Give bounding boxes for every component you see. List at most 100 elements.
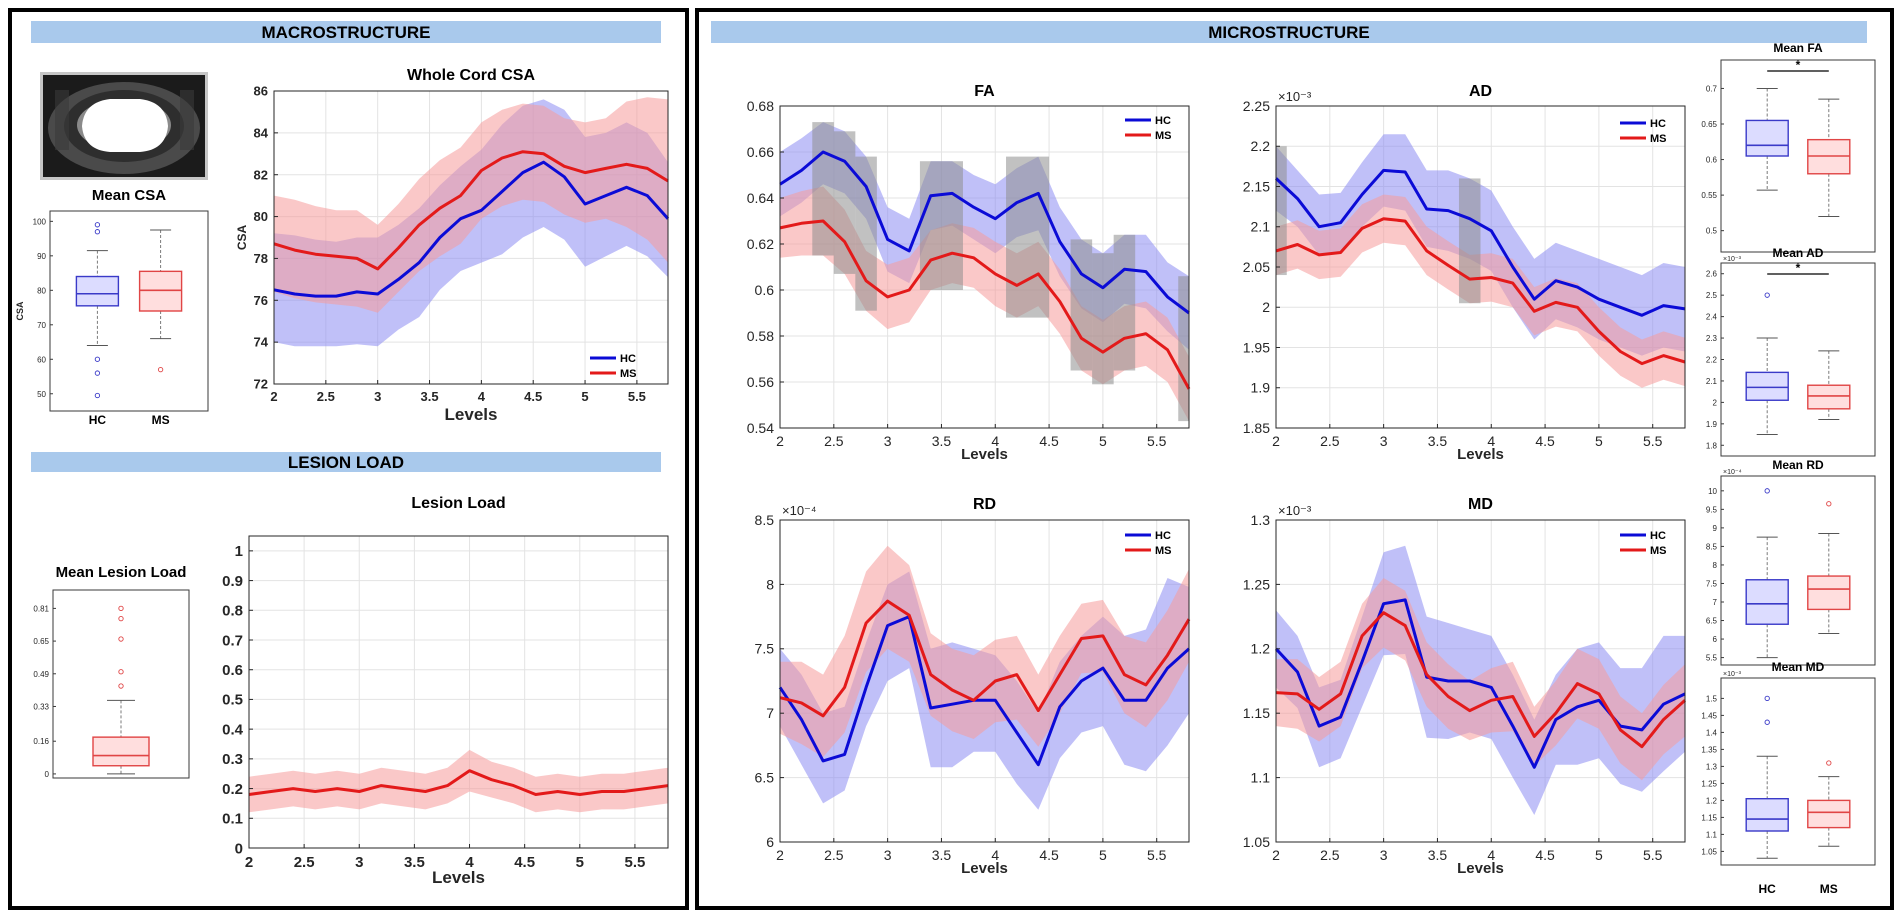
y-tick-label: 1.05 <box>1701 847 1717 856</box>
y-tick-label: 78 <box>254 251 268 266</box>
chart-title: Mean FA <box>1773 41 1823 55</box>
x-tick-label: 5.5 <box>624 854 645 871</box>
y-tick-label: 72 <box>254 377 268 392</box>
y-tick-label: 6.5 <box>755 770 775 786</box>
legend-label-ms: MS <box>1650 545 1667 557</box>
y-tick-label: 2.6 <box>1706 270 1718 279</box>
x-tick-label: 2 <box>776 847 784 863</box>
y-tick-label: 2.4 <box>1706 313 1718 322</box>
y-tick-label: 1.4 <box>1706 728 1718 737</box>
outlier-point <box>1764 292 1770 298</box>
outlier-point <box>118 669 124 675</box>
y-tick-label: 8 <box>766 576 774 592</box>
y-tick-label: 0.1 <box>222 811 243 828</box>
y-tick-label: 6.5 <box>1706 617 1718 626</box>
hc-series-line <box>778 615 1191 767</box>
y-tick-label: 1.85 <box>1243 420 1270 436</box>
ms-confidence-band <box>780 545 1189 757</box>
box-hc <box>75 275 120 307</box>
outlier-point <box>118 605 124 612</box>
x-tick-label: 5 <box>1595 847 1603 863</box>
significance-highlight <box>812 122 834 256</box>
y-tick-label: 0.8 <box>222 603 243 620</box>
y-tick-label: 0.56 <box>747 374 774 390</box>
x-tick-label: 5.5 <box>1147 847 1167 863</box>
y-axis-exponent: ×10⁻⁴ <box>1723 469 1742 476</box>
axes-frame <box>248 535 669 849</box>
y-tick-label: 9 <box>1713 524 1718 533</box>
y-tick-label: 74 <box>254 335 269 350</box>
x-tick-label: 4.5 <box>1535 847 1555 863</box>
y-tick-label: 1.05 <box>1243 834 1270 850</box>
y-tick-label: 0 <box>235 840 243 857</box>
legend-label-hc: HC <box>1650 118 1666 130</box>
y-tick-label: 1.3 <box>1706 762 1718 771</box>
meancsa-boxplot: 50 60 70 80 90 100 Mean CSA HC MS CSA <box>15 187 209 427</box>
x-tick-label: 4.5 <box>524 389 542 404</box>
category-label: HC <box>1759 882 1777 896</box>
y-tick-label: 2.2 <box>1706 356 1718 365</box>
x-tick-label: 4 <box>465 854 474 871</box>
micro-panel-border <box>695 8 1894 910</box>
significance-highlight <box>1070 239 1093 371</box>
y-tick-label: 0.49 <box>33 670 49 679</box>
x-tick-label: 5 <box>1099 847 1107 863</box>
x-tick-label: 4 <box>1487 847 1495 863</box>
x-tick-label: 2 <box>1272 847 1280 863</box>
x-tick-label: 4.5 <box>1039 433 1059 449</box>
box-ms <box>1807 384 1851 410</box>
legend: HC MS <box>590 353 637 380</box>
y-tick-label: 86 <box>254 84 268 99</box>
y-tick-label: 1.25 <box>1701 779 1717 788</box>
y-tick-label: 8.5 <box>1706 542 1718 551</box>
x-tick-label: 4 <box>991 433 999 449</box>
y-tick-label: 0.3 <box>222 751 243 768</box>
x-tick-label: 3 <box>355 854 363 871</box>
y-tick-label: 0.58 <box>747 328 774 344</box>
y-tick-label: 2.5 <box>1706 291 1718 300</box>
x-tick-label: 4 <box>1487 433 1495 449</box>
ms-series-line <box>248 769 669 796</box>
y-tick-label: 1.15 <box>1701 813 1717 822</box>
meanad-boxplot: 1.8 1.9 2 2.1 2.2 2.3 2.4 2.5 2.6 Mean AD ×10⁻³ * <box>1706 246 1876 457</box>
lesion-banner <box>31 452 661 472</box>
x-tick-label: 3.5 <box>1428 433 1448 449</box>
chart-title: AD <box>1469 83 1492 100</box>
x-tick-label: 3 <box>1380 433 1388 449</box>
significance-highlight <box>1458 178 1481 304</box>
fa-chart: 2 2.5 3 3.5 4 4.5 5 5.5 0.54 0.56 0.58 0.6 0.62 0.64 0… <box>747 83 1191 463</box>
y-tick-label: 1.2 <box>1706 796 1718 805</box>
y-axis-label: CSA <box>235 225 249 251</box>
y-tick-label: 0.54 <box>747 420 774 436</box>
outlier-point <box>94 370 101 376</box>
y-tick-label: 7.5 <box>1706 579 1718 588</box>
y-tick-label: 0.7 <box>222 632 243 649</box>
x-axis-label: Levels <box>1457 860 1504 877</box>
outlier-point <box>1764 695 1770 702</box>
y-tick-label: 1.1 <box>1706 830 1718 839</box>
y-tick-label: 8.5 <box>755 512 775 528</box>
ms-series-line <box>1275 611 1687 749</box>
x-tick-label: 5 <box>1099 433 1107 449</box>
y-tick-label: 0.4 <box>222 721 244 738</box>
outlier-point <box>94 222 101 228</box>
y-tick-label: 0 <box>45 770 50 779</box>
box-ms <box>1807 799 1851 829</box>
y-tick-label: 1.25 <box>1243 576 1270 592</box>
y-tick-label: 76 <box>254 293 268 308</box>
y-tick-label: 84 <box>254 125 269 140</box>
x-tick-label: 5 <box>581 389 588 404</box>
y-tick-label: 0.6 <box>1706 156 1718 165</box>
spinal-cord-mri-image <box>40 72 208 180</box>
y-tick-label: 0.55 <box>1701 191 1717 200</box>
y-tick-label: 0.68 <box>747 98 774 114</box>
y-tick-label: 9.5 <box>1706 505 1718 514</box>
legend-label-ms: MS <box>1155 545 1172 557</box>
y-tick-label: 1.45 <box>1701 711 1717 720</box>
y-tick-label: 10 <box>1708 487 1717 496</box>
y-tick-label: 100 <box>33 217 47 226</box>
meanmd-boxplot: 1.05 1.1 1.15 1.2 1.25 1.3 1.35 1.4 1.45 1.5 Mean … <box>1701 660 1876 896</box>
x-tick-label: 2 <box>776 433 784 449</box>
y-tick-label: 7 <box>1713 598 1718 607</box>
x-axis-label: Levels <box>445 405 498 424</box>
